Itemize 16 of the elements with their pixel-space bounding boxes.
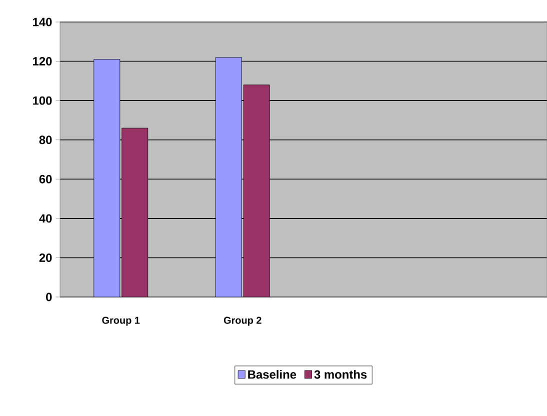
y-tick-label: 100: [33, 96, 52, 105]
y-tick-label: 80: [39, 136, 52, 144]
bar: [122, 128, 148, 297]
bar: [243, 84, 270, 297]
y-tick-label: 0: [46, 292, 52, 302]
y-tick-label: 140: [33, 18, 52, 26]
bar: [94, 59, 120, 297]
x-tick-label: Group 2: [224, 316, 262, 326]
y-tick-label: 60: [39, 174, 52, 184]
legend-label: 3 months: [314, 370, 367, 379]
bar: [215, 57, 242, 297]
y-tick-label: 40: [39, 214, 52, 223]
y-tick-label: 20: [39, 253, 52, 262]
legend-label: Baseline: [248, 370, 296, 379]
y-tick-label: 120: [33, 57, 52, 66]
x-tick-label: Group 1: [102, 316, 140, 326]
